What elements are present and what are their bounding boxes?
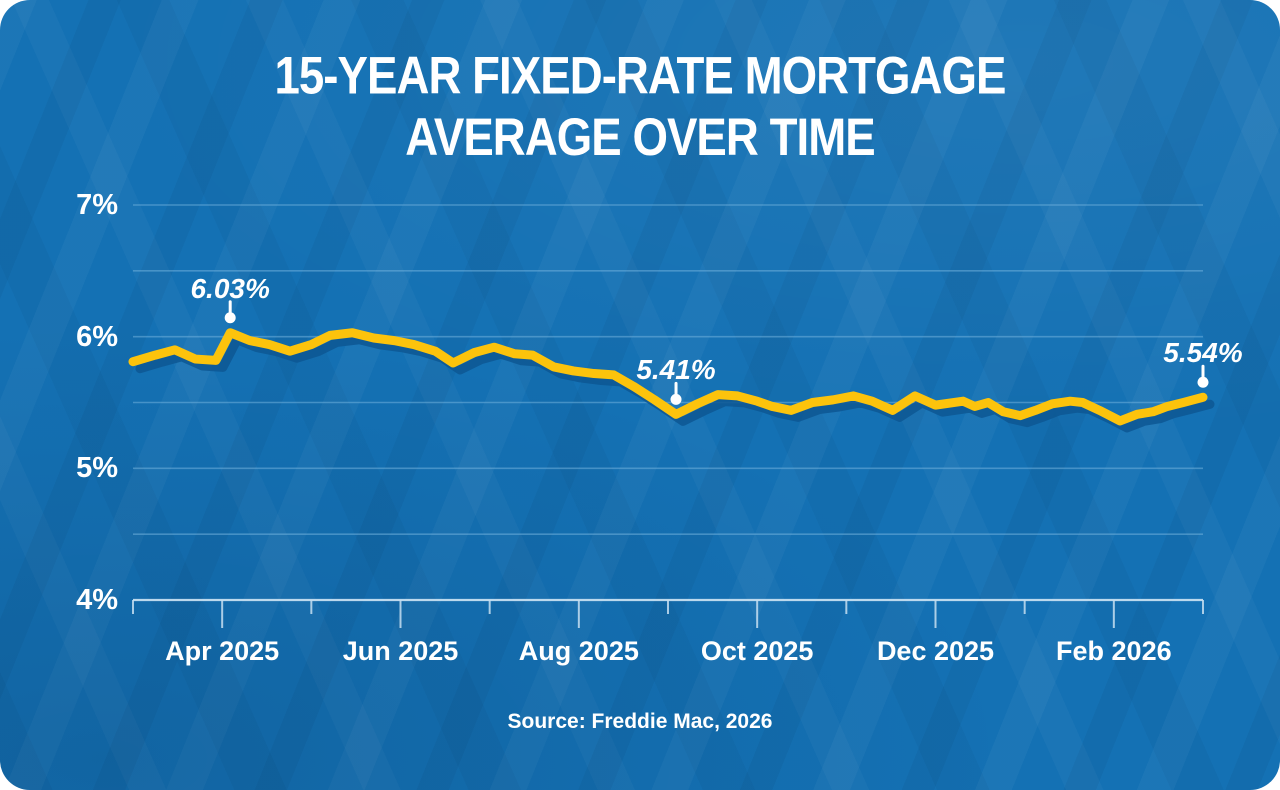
x-axis-label: Dec 2025 (876, 636, 995, 666)
x-axis-label: Aug 2025 (518, 636, 639, 666)
y-axis-label: 5% (76, 452, 118, 485)
x-axis-label: Apr 2025 (165, 636, 280, 666)
x-axis-label: Jun 2025 (342, 636, 459, 666)
y-axis-label: 7% (76, 189, 118, 221)
annotation-dot (1197, 376, 1209, 388)
rate-line-shadow (135, 335, 1215, 433)
x-axis-label: Feb 2026 (1056, 636, 1172, 666)
annotation-dot (224, 312, 236, 324)
annotation-label: 5.54% (1163, 337, 1243, 369)
chart-title-line-1: 15-YEAR FIXED-RATE MORTGAGE (274, 47, 1006, 106)
annotation-label: 6.03% (190, 272, 270, 304)
rate-line (128, 328, 1208, 426)
y-axis-label: 6% (76, 320, 118, 353)
chart-title-line-2: AVERAGE OVER TIME (405, 108, 875, 167)
chart-title: 15-YEAR FIXED-RATE MORTGAGE AVERAGE OVER… (32, 46, 1248, 169)
annotation-label: 5.41% (636, 354, 716, 386)
y-axis-label: 4% (76, 584, 118, 616)
x-axis-label: Oct 2025 (700, 636, 814, 666)
source-caption: Source: Freddie Mac, 2026 (507, 710, 773, 733)
annotation-dot (670, 393, 682, 405)
